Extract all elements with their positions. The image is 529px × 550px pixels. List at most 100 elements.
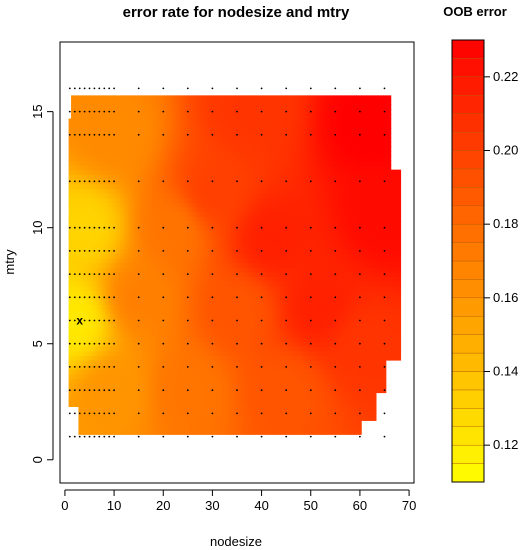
heatmap-cell: [147, 411, 151, 417]
heatmap-cell: [203, 104, 207, 110]
heatmap-cell: [127, 350, 131, 356]
heatmap-cell: [134, 424, 139, 431]
heatmap-cell: [115, 123, 119, 129]
heatmap-cell: [191, 151, 195, 157]
heatmap-cell: [184, 355, 188, 361]
heatmap-cell: [189, 169, 193, 175]
heatmap-cell: [132, 104, 136, 110]
heatmap-cell: [181, 364, 185, 370]
heatmap-cell: [164, 304, 168, 310]
heatmap-cell: [100, 276, 104, 282]
heatmap-cell: [95, 197, 99, 203]
heatmap-cell: [117, 387, 121, 394]
heatmap-cell: [176, 294, 180, 301]
heatmap-cell: [213, 424, 217, 431]
heatmap-cell: [159, 346, 163, 352]
heatmap-cell: [127, 216, 131, 222]
heatmap-cell: [88, 220, 92, 226]
heatmap-cell: [228, 411, 232, 417]
heatmap-cell: [105, 100, 109, 106]
heatmap-cell: [162, 267, 166, 273]
heatmap-cell: [171, 336, 175, 343]
heatmap-cell: [105, 281, 109, 287]
heatmap-cell: [166, 132, 170, 138]
heatmap-cell: [120, 165, 124, 171]
heatmap-cell: [208, 373, 212, 380]
heatmap-cell: [186, 202, 190, 208]
heatmap-cell: [211, 137, 215, 143]
heatmap-cell: [122, 397, 126, 403]
heatmap-cell: [105, 206, 109, 213]
heatmap-cell: [206, 383, 210, 389]
heatmap-cell: [117, 253, 121, 259]
heatmap-cell: [127, 318, 131, 324]
heatmap-cell: [186, 332, 190, 338]
heatmap-cell: [73, 95, 77, 101]
heatmap-cell: [117, 411, 121, 417]
heatmap-cell: [216, 322, 220, 329]
heatmap-cell: [203, 118, 207, 124]
heatmap-cell: [166, 206, 170, 213]
heatmap-cell: [78, 100, 82, 106]
heatmap-cell: [132, 290, 136, 296]
heatmap-cell: [132, 95, 136, 101]
heatmap-cell: [211, 151, 215, 157]
heatmap-cell: [110, 169, 114, 175]
heatmap-cell: [206, 369, 210, 375]
heatmap-cell: [147, 253, 151, 259]
heatmap-cell: [122, 341, 126, 347]
heatmap-cell: [169, 327, 173, 333]
heatmap-cell: [166, 211, 170, 217]
heatmap-cell: [166, 225, 170, 231]
heatmap-cell: [107, 230, 111, 236]
heatmap-cell: [100, 267, 104, 273]
heatmap-cell: [100, 401, 104, 407]
heatmap-cell: [181, 123, 185, 129]
heatmap-cell: [201, 123, 205, 129]
heatmap-cell: [191, 104, 195, 110]
heatmap-cell: [88, 313, 92, 319]
heatmap-cell: [152, 100, 156, 106]
heatmap-cell: [181, 113, 185, 120]
heatmap-cell: [103, 336, 107, 343]
heatmap-cell: [216, 216, 220, 222]
heatmap-cell: [191, 192, 195, 199]
heatmap-cell: [107, 281, 111, 287]
heatmap-cell: [206, 378, 210, 384]
heatmap-cell: [78, 267, 82, 273]
heatmap-cell: [216, 146, 220, 152]
heatmap-cell: [75, 174, 80, 180]
heatmap-cell: [71, 369, 75, 375]
heatmap-cell: [120, 118, 124, 124]
heatmap-cell: [169, 299, 173, 305]
heatmap-cell: [184, 281, 188, 287]
heatmap-cell: [73, 304, 77, 310]
heatmap-cell: [107, 285, 111, 291]
heatmap-cell: [125, 151, 129, 157]
heatmap-cell: [105, 234, 109, 240]
heatmap-cell: [71, 285, 75, 291]
heatmap-cell: [235, 304, 239, 310]
heatmap-cell: [221, 253, 225, 259]
heatmap-cell: [196, 197, 200, 203]
heatmap-cell: [73, 346, 77, 352]
heatmap-cell: [166, 415, 170, 421]
heatmap-cell: [68, 308, 72, 315]
heatmap-cell: [122, 141, 126, 148]
heatmap-cell: [181, 411, 185, 417]
heatmap-cell: [179, 313, 183, 319]
heatmap-cell: [105, 373, 109, 380]
heatmap-cell: [115, 206, 119, 213]
heatmap-cell: [206, 262, 210, 268]
heatmap-cell: [134, 373, 139, 380]
heatmap-cell: [117, 183, 121, 189]
heatmap-cell: [184, 95, 188, 101]
heatmap-cell: [184, 341, 188, 347]
heatmap-cell: [107, 313, 111, 319]
heatmap-cell: [174, 239, 178, 245]
heatmap-cell: [184, 313, 188, 319]
heatmap-cell: [137, 327, 141, 333]
heatmap-cell: [90, 257, 94, 264]
heatmap-cell: [125, 392, 129, 398]
heatmap-cell: [225, 285, 229, 291]
